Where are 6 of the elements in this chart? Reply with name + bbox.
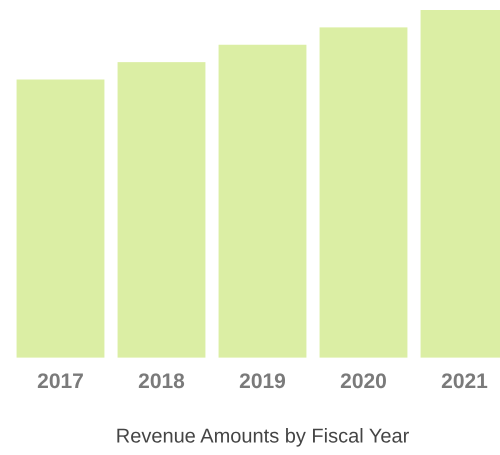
x-tick-label: 2018 (138, 370, 186, 394)
x-axis-title: Revenue Amounts by Fiscal Year (116, 426, 410, 448)
x-tick-label: 2019 (239, 370, 286, 394)
x-tick-label: 2017 (37, 370, 84, 394)
x-tick-label: 2021 (441, 370, 488, 394)
x-tick-label: 2020 (340, 370, 387, 394)
